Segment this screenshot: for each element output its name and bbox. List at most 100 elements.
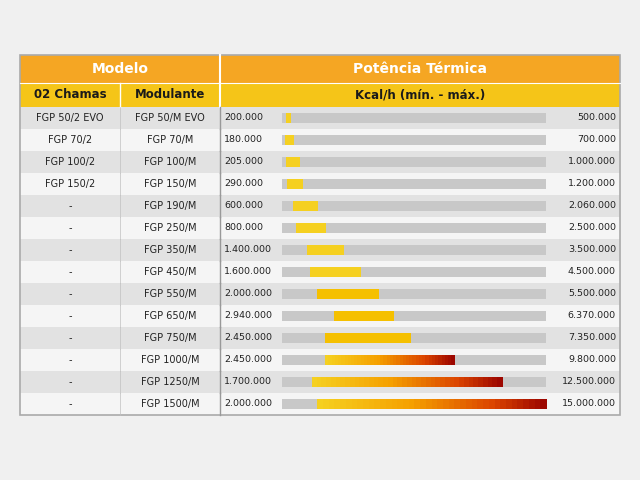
Bar bbox=[443, 399, 449, 408]
Bar bbox=[358, 355, 361, 365]
Bar bbox=[402, 377, 408, 386]
Text: -: - bbox=[68, 311, 72, 321]
Bar bbox=[334, 399, 340, 408]
Bar bbox=[474, 377, 479, 386]
Bar bbox=[403, 399, 409, 408]
Bar bbox=[317, 377, 322, 386]
Bar bbox=[429, 355, 433, 365]
Bar bbox=[409, 399, 415, 408]
Bar bbox=[431, 377, 436, 386]
Bar bbox=[445, 355, 449, 365]
Bar bbox=[317, 289, 379, 299]
Bar bbox=[20, 151, 620, 173]
Bar bbox=[325, 355, 329, 365]
Bar bbox=[464, 377, 469, 386]
Bar bbox=[336, 377, 341, 386]
Text: FGP 150/2: FGP 150/2 bbox=[45, 179, 95, 189]
Text: 2.000.000: 2.000.000 bbox=[224, 399, 272, 408]
Bar bbox=[20, 195, 620, 217]
Bar bbox=[454, 399, 461, 408]
Text: -: - bbox=[68, 267, 72, 277]
Bar bbox=[285, 113, 291, 122]
Text: 200.000: 200.000 bbox=[224, 113, 263, 122]
Bar bbox=[397, 377, 403, 386]
Bar bbox=[285, 135, 294, 144]
Bar bbox=[326, 377, 332, 386]
Bar bbox=[412, 377, 417, 386]
Bar bbox=[292, 202, 318, 211]
Bar bbox=[351, 355, 355, 365]
Bar bbox=[437, 399, 444, 408]
Text: 1.700.000: 1.700.000 bbox=[224, 377, 272, 386]
Bar bbox=[472, 399, 478, 408]
Text: 600.000: 600.000 bbox=[224, 202, 263, 211]
Text: FGP 550/M: FGP 550/M bbox=[144, 289, 196, 299]
Bar bbox=[282, 180, 546, 189]
Bar bbox=[386, 399, 392, 408]
Bar bbox=[282, 399, 546, 408]
Text: 2.500.000: 2.500.000 bbox=[568, 224, 616, 232]
Bar bbox=[483, 399, 490, 408]
Text: 700.000: 700.000 bbox=[577, 135, 616, 144]
Bar bbox=[517, 399, 524, 408]
Bar bbox=[415, 399, 420, 408]
Text: FGP 50/M EVO: FGP 50/M EVO bbox=[135, 113, 205, 123]
Bar bbox=[282, 245, 546, 254]
Bar bbox=[328, 355, 332, 365]
Bar bbox=[341, 355, 345, 365]
Text: 02 Chamas: 02 Chamas bbox=[34, 88, 106, 101]
Bar bbox=[466, 399, 472, 408]
Text: 500.000: 500.000 bbox=[577, 113, 616, 122]
Bar bbox=[282, 157, 546, 167]
Bar bbox=[477, 399, 484, 408]
Bar bbox=[442, 355, 445, 365]
Text: 2.000.000: 2.000.000 bbox=[224, 289, 272, 299]
Bar bbox=[323, 399, 329, 408]
Text: 2.450.000: 2.450.000 bbox=[224, 356, 272, 364]
Bar bbox=[364, 355, 367, 365]
Text: FGP 70/2: FGP 70/2 bbox=[48, 135, 92, 145]
Bar bbox=[20, 217, 620, 239]
Text: FGP 750/M: FGP 750/M bbox=[144, 333, 196, 343]
Bar bbox=[403, 355, 406, 365]
Text: FGP 450/M: FGP 450/M bbox=[144, 267, 196, 277]
Bar bbox=[407, 377, 412, 386]
Bar bbox=[20, 261, 620, 283]
Text: FGP 100/2: FGP 100/2 bbox=[45, 157, 95, 167]
Bar bbox=[338, 355, 342, 365]
Text: 4.500.000: 4.500.000 bbox=[568, 267, 616, 276]
Text: -: - bbox=[68, 223, 72, 233]
Bar bbox=[435, 355, 439, 365]
Bar bbox=[426, 399, 432, 408]
Bar bbox=[421, 377, 426, 386]
Bar bbox=[497, 377, 502, 386]
Bar bbox=[20, 327, 620, 349]
Text: 800.000: 800.000 bbox=[224, 224, 263, 232]
Bar bbox=[363, 399, 369, 408]
Bar bbox=[387, 355, 390, 365]
Bar bbox=[20, 283, 620, 305]
Bar bbox=[369, 399, 375, 408]
Bar bbox=[282, 377, 546, 386]
Bar bbox=[367, 355, 371, 365]
Bar bbox=[355, 377, 360, 386]
Bar bbox=[393, 355, 397, 365]
Bar bbox=[20, 173, 620, 195]
Bar bbox=[350, 377, 355, 386]
Text: FGP 70/M: FGP 70/M bbox=[147, 135, 193, 145]
Text: FGP 150/M: FGP 150/M bbox=[144, 179, 196, 189]
Bar bbox=[357, 399, 364, 408]
Bar bbox=[438, 355, 442, 365]
Bar bbox=[409, 355, 413, 365]
Text: FGP 100/M: FGP 100/M bbox=[144, 157, 196, 167]
Bar bbox=[534, 399, 541, 408]
Text: -: - bbox=[68, 245, 72, 255]
Bar bbox=[354, 355, 358, 365]
Bar bbox=[483, 377, 488, 386]
Bar bbox=[374, 377, 379, 386]
Text: Potência Térmica: Potência Térmica bbox=[353, 62, 487, 76]
Text: 2.060.000: 2.060.000 bbox=[568, 202, 616, 211]
Bar bbox=[383, 377, 388, 386]
Bar bbox=[415, 355, 419, 365]
Text: 180.000: 180.000 bbox=[224, 135, 263, 144]
